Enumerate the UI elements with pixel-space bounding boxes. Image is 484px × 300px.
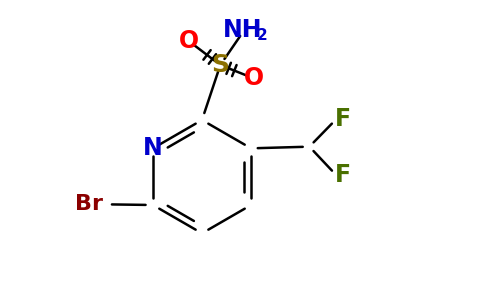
Text: 2: 2 bbox=[257, 28, 267, 44]
Text: N: N bbox=[143, 136, 163, 160]
Text: Br: Br bbox=[75, 194, 103, 214]
Text: O: O bbox=[243, 66, 264, 90]
Text: S: S bbox=[212, 53, 229, 77]
Text: F: F bbox=[335, 107, 351, 131]
Text: F: F bbox=[335, 163, 351, 187]
Text: NH: NH bbox=[223, 18, 262, 42]
Text: O: O bbox=[179, 29, 199, 53]
